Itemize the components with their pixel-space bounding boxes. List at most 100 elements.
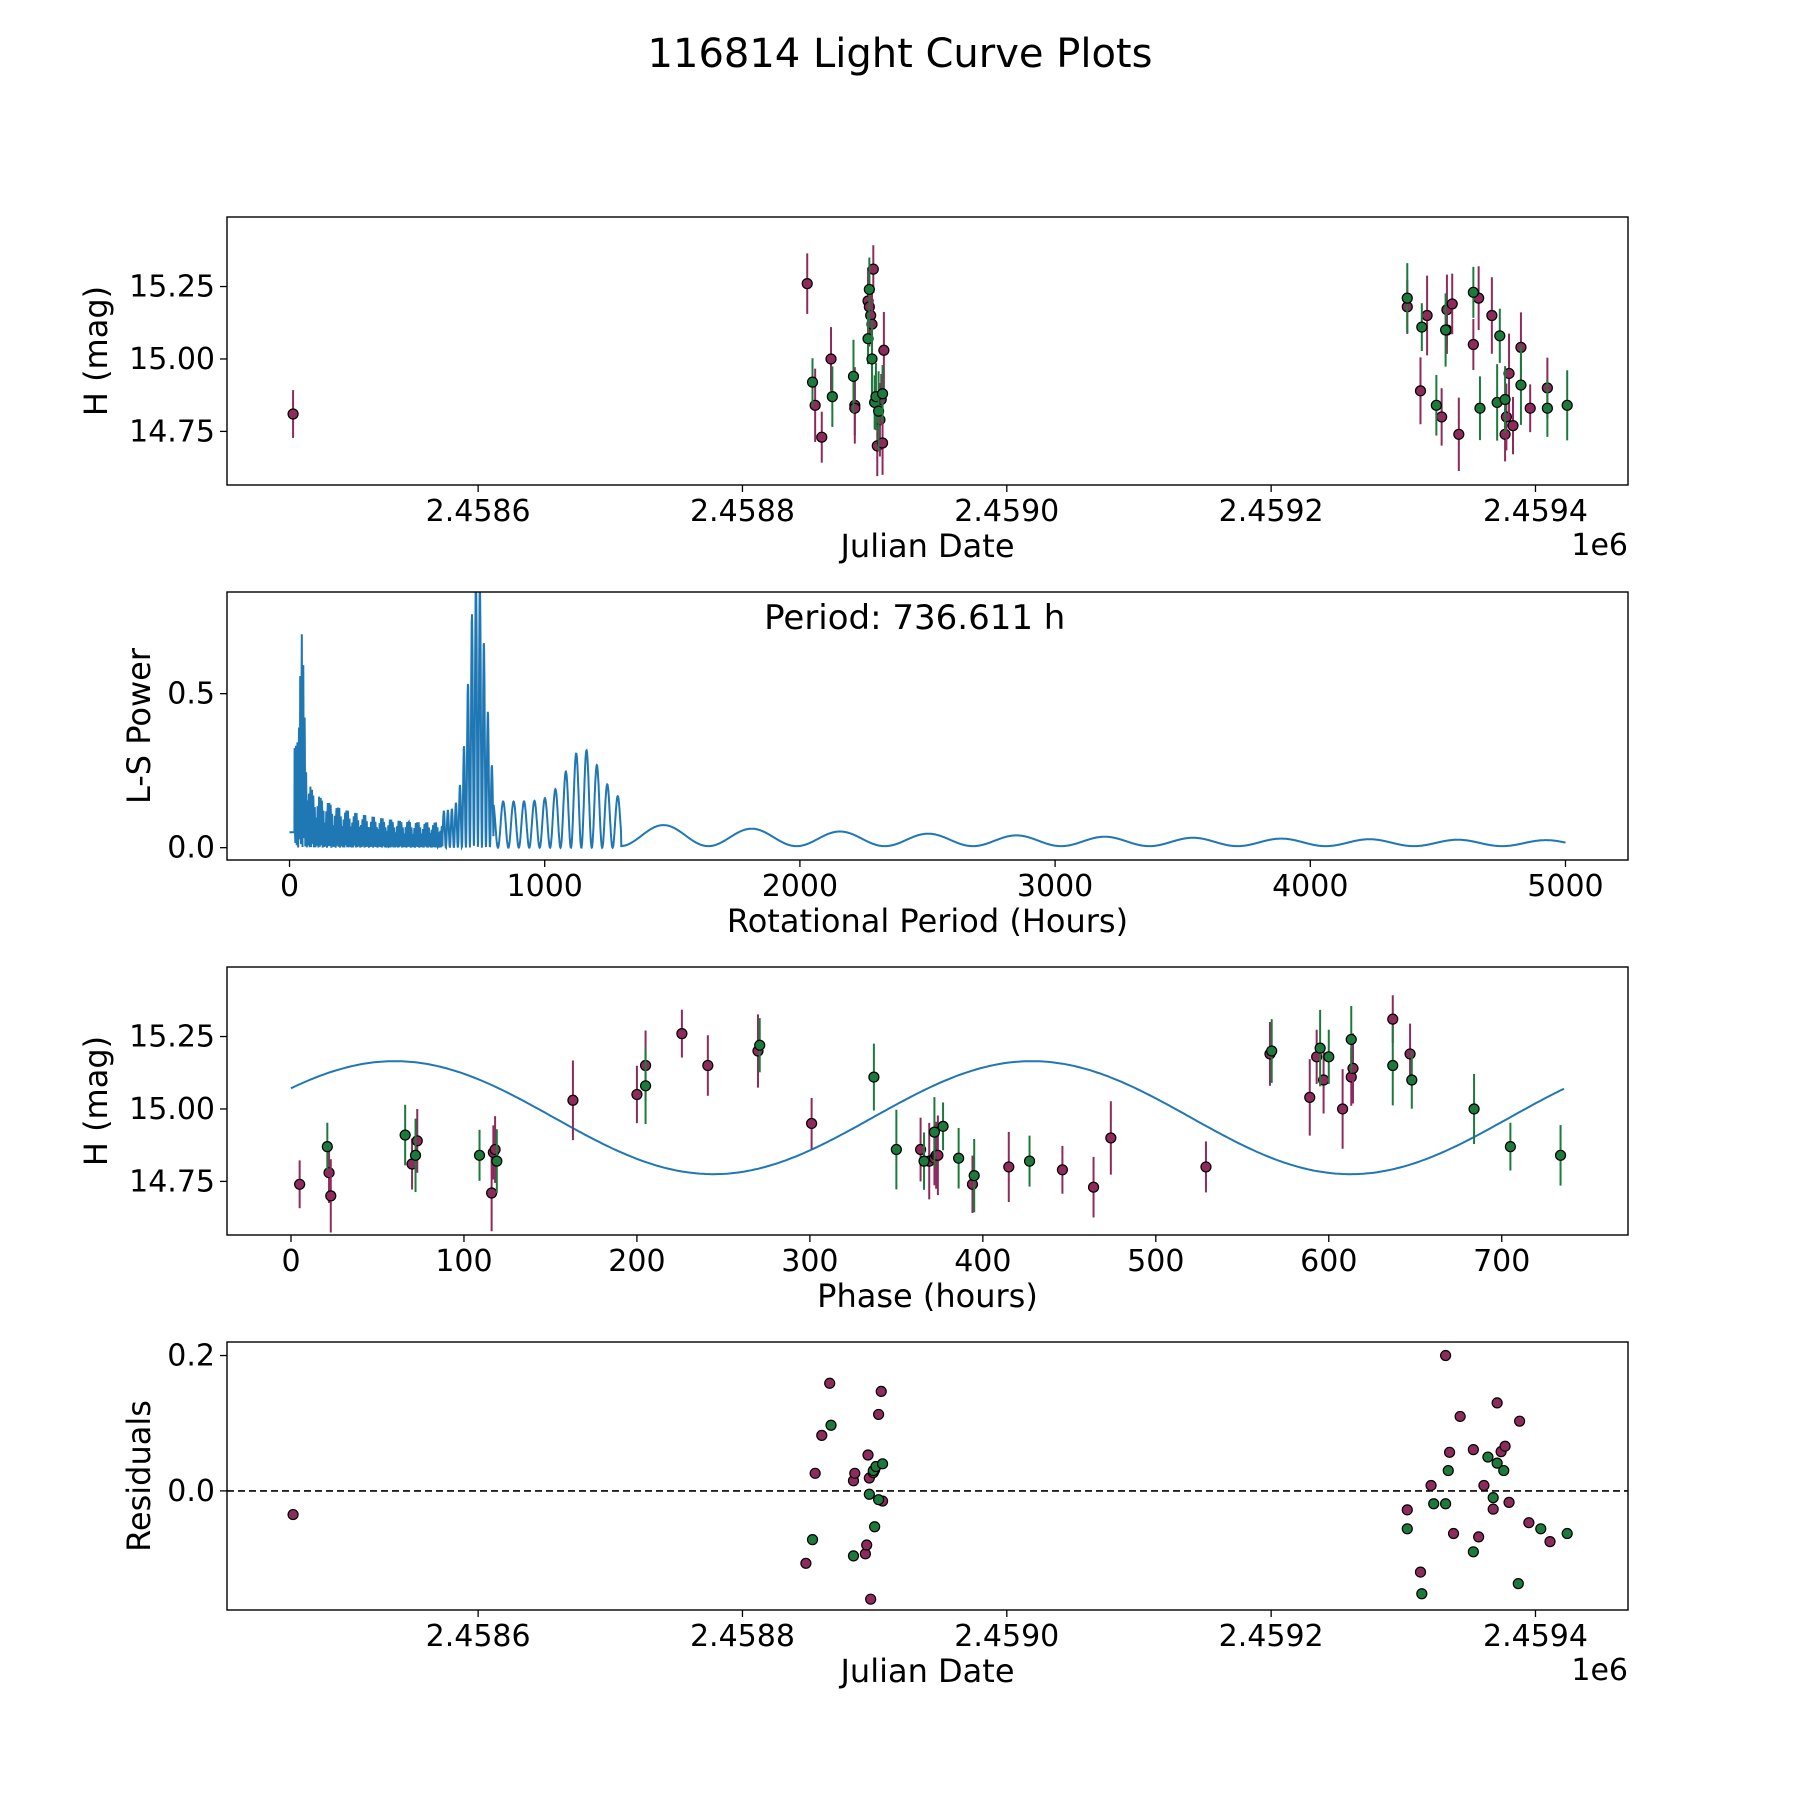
x-tick-label: 2.4586	[426, 1619, 531, 1654]
data-point-magenta	[849, 402, 861, 414]
data-point-magenta	[1467, 338, 1479, 351]
x-axis-label: Julian Date	[838, 527, 1014, 565]
y-tick-label: 0.0	[167, 1474, 215, 1509]
period-annotation: Period: 736.611 h	[764, 598, 1065, 638]
data-point-magenta	[1491, 1397, 1503, 1409]
data-point-magenta	[801, 278, 813, 290]
data-point-green	[918, 1155, 930, 1167]
data-point-green	[1467, 286, 1479, 298]
data-point-green	[1406, 1074, 1418, 1086]
data-point-green	[1467, 1546, 1479, 1558]
y-tick-label: 15.25	[129, 270, 215, 305]
data-point-green	[1554, 1149, 1567, 1161]
x-tick-label: 2.4590	[954, 1619, 1059, 1654]
data-point-magenta	[809, 1467, 821, 1479]
data-point-green	[1416, 1588, 1428, 1600]
data-point-green	[754, 1039, 766, 1051]
data-point-green	[847, 370, 860, 382]
data-point-green	[937, 1120, 949, 1132]
data-point-magenta	[1454, 1410, 1466, 1423]
y-tick-label: 15.00	[129, 1092, 215, 1127]
data-point-green	[1482, 1451, 1494, 1463]
x-tick-label: 2.4594	[1483, 1619, 1588, 1654]
data-point-magenta	[1421, 309, 1433, 322]
data-point-green	[890, 1143, 902, 1156]
data-point-magenta	[325, 1190, 337, 1202]
data-point-magenta	[875, 1385, 887, 1398]
data-point-magenta	[1087, 1181, 1100, 1193]
data-point-magenta	[1337, 1103, 1349, 1115]
data-point-green	[399, 1129, 411, 1141]
y-tick-label: 15.00	[129, 342, 215, 377]
plot-area	[287, 245, 1573, 477]
data-point-green	[825, 1419, 837, 1431]
model-curve	[290, 1060, 1565, 1176]
data-point-magenta	[1486, 309, 1498, 322]
data-point-green	[968, 1170, 980, 1182]
data-point-magenta	[1347, 1062, 1359, 1075]
data-point-magenta	[1401, 1504, 1413, 1516]
x-offset-label: 1e6	[1571, 528, 1628, 563]
data-point-green	[806, 1534, 819, 1546]
data-point-green	[1474, 402, 1486, 414]
x-tick-label: 0	[280, 869, 299, 904]
data-point-green	[872, 1494, 885, 1506]
data-point-magenta	[825, 353, 837, 365]
data-point-green	[1323, 1051, 1335, 1063]
data-point-magenta	[702, 1059, 714, 1072]
x-tick-label: 2.4590	[954, 494, 1059, 529]
data-point-magenta	[1440, 1349, 1452, 1362]
y-axis-label: L-S Power	[120, 647, 158, 804]
chart-lightcurve: 2.4586 2.4588 2.4590 2.4592 2.4594 14.75 15.00…	[77, 216, 1629, 565]
data-point-magenta	[1487, 1503, 1499, 1515]
y-axis-label: H (mag)	[77, 1036, 115, 1166]
data-point-green	[1494, 330, 1506, 342]
data-point-magenta	[631, 1088, 643, 1101]
data-point-magenta	[1523, 1517, 1535, 1529]
chart-phase: 0 100 200 300 400 500 600 700 14.75 15.00 15.25 Pha…	[77, 966, 1629, 1315]
data-point-magenta	[861, 1539, 873, 1551]
data-point-green	[1515, 379, 1527, 391]
data-point-magenta	[1447, 1527, 1460, 1540]
x-axis-label: Rotational Period (Hours)	[727, 902, 1128, 940]
x-tick-label: 0	[281, 1244, 300, 1279]
data-point-magenta	[1503, 1496, 1515, 1508]
data-point-green	[321, 1141, 333, 1153]
data-point-green	[1512, 1578, 1524, 1590]
data-point-magenta	[1500, 411, 1513, 423]
data-point-green	[1541, 402, 1553, 414]
y-tick-label: 14.75	[129, 414, 215, 449]
data-point-green	[863, 283, 875, 296]
data-point-green	[1416, 321, 1428, 333]
data-point-magenta	[1499, 1440, 1511, 1452]
data-point-magenta	[862, 1449, 874, 1461]
data-point-green	[473, 1149, 486, 1161]
data-point-green	[928, 1126, 941, 1138]
x-tick-label: 200	[608, 1244, 665, 1279]
data-point-magenta	[1443, 1446, 1456, 1458]
data-point-green	[1401, 1523, 1413, 1535]
data-point-magenta	[1446, 298, 1458, 310]
x-tick-label: 2000	[762, 869, 838, 904]
x-tick-label: 2.4594	[1483, 494, 1588, 529]
chart-periodogram: 0 1000 2000 3000 4000 5000 0.0 0.5 Rotational Pe…	[120, 591, 1629, 940]
data-point-magenta	[876, 437, 889, 449]
axes-frame	[226, 1341, 1629, 1611]
data-point-magenta	[867, 263, 879, 275]
axes-frame	[226, 966, 1629, 1236]
x-tick-label: 1000	[507, 869, 583, 904]
x-tick-label: 2.4588	[690, 1619, 795, 1654]
data-point-magenta	[1387, 1013, 1399, 1025]
data-point-green	[869, 1521, 881, 1533]
data-point-magenta	[1453, 428, 1465, 440]
data-point-magenta	[824, 1377, 836, 1389]
data-point-green	[863, 1488, 875, 1500]
data-point-magenta	[878, 344, 890, 356]
data-point-green	[409, 1149, 422, 1161]
data-point-magenta	[1404, 1048, 1416, 1060]
data-point-magenta	[1507, 420, 1519, 432]
x-tick-label: 400	[954, 1244, 1011, 1279]
data-point-magenta	[287, 1508, 299, 1521]
data-point-magenta	[849, 1467, 861, 1479]
